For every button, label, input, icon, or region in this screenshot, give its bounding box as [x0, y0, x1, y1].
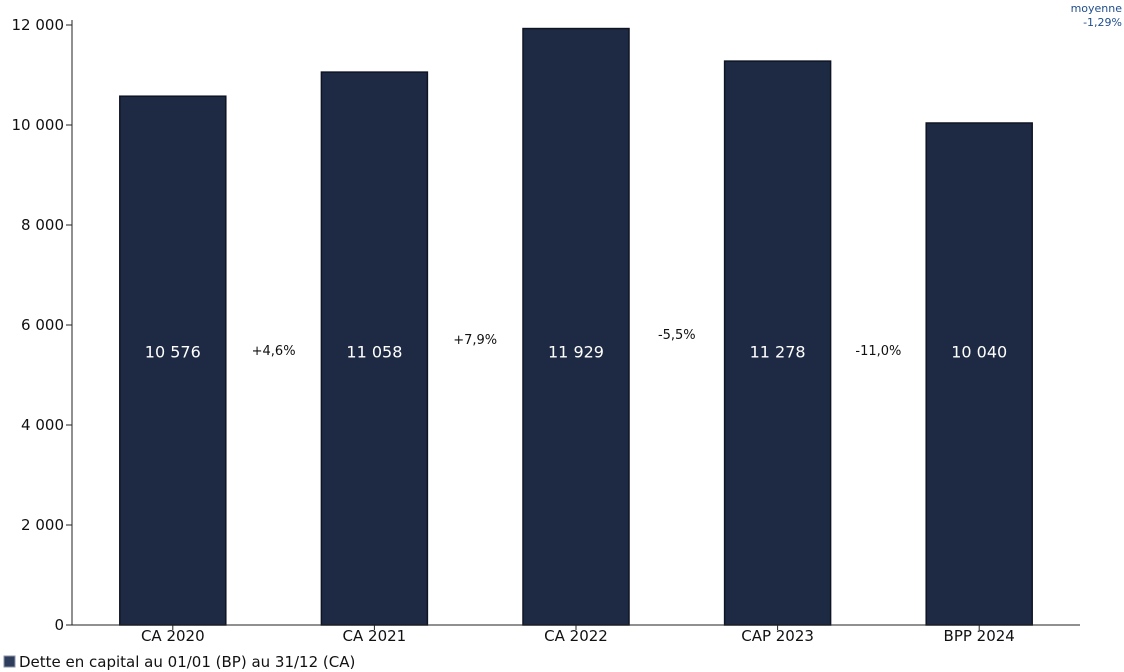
legend: Dette en capital au 01/01 (BP) au 31/12 …: [3, 653, 355, 671]
bar: [925, 122, 1033, 626]
bar-value-label: 11 058: [346, 343, 402, 362]
bar: [320, 71, 429, 626]
y-tick-label: 2 000: [21, 516, 64, 534]
y-tick-label: 6 000: [21, 316, 64, 334]
legend-swatch: [3, 655, 16, 668]
y-tick-label: 10 000: [12, 116, 65, 134]
y-tick-label: 8 000: [21, 216, 64, 234]
y-tick-label: 4 000: [21, 416, 64, 434]
y-tick-label: 12 000: [12, 16, 65, 34]
bar: [723, 60, 832, 626]
x-category-label: CA 2020: [141, 627, 205, 645]
x-category-label: CAP 2023: [741, 627, 814, 645]
change-label: -11,0%: [855, 344, 901, 359]
bar-value-label: 11 929: [548, 343, 604, 362]
change-label: +4,6%: [252, 344, 296, 359]
x-category-label: BPP 2024: [944, 627, 1015, 645]
bar-value-label: 10 576: [145, 343, 201, 362]
bar-value-label: 11 278: [750, 343, 806, 362]
bar: [119, 95, 227, 626]
y-tick-label: 0: [54, 616, 64, 634]
average-label: moyenne: [1071, 2, 1123, 15]
change-label: -5,5%: [658, 328, 696, 343]
bar-value-label: 10 040: [951, 343, 1007, 362]
y-axis: 0 2 000 4 000 6 000 8 000 10 000 12 000: [12, 16, 73, 634]
legend-label: Dette en capital au 01/01 (BP) au 31/12 …: [19, 653, 355, 671]
bar: [522, 27, 630, 626]
x-category-label: CA 2022: [544, 627, 608, 645]
x-category-label: CA 2021: [343, 627, 407, 645]
change-label: +7,9%: [453, 333, 497, 348]
bars: 10 576 11 058 11 929 11 278 10 040: [119, 27, 1033, 626]
x-axis: CA 2020 CA 2021 CA 2022 CAP 2023 BPP 2024: [72, 624, 1080, 645]
change-labels: +4,6% +7,9% -5,5% -11,0%: [252, 328, 902, 359]
average-value: -1,29%: [1083, 16, 1122, 29]
